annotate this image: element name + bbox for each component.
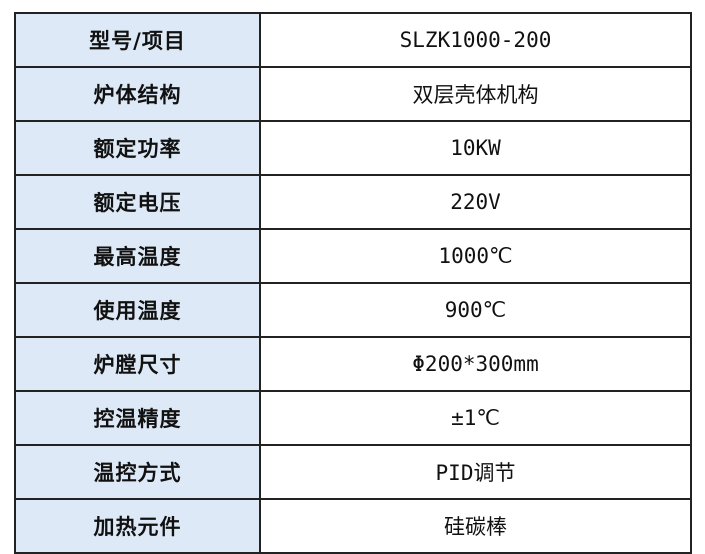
spec-label: 型号/项目 [14,12,261,68]
spec-value: Φ200*300mm [259,336,692,392]
table-row: 最高温度 1000℃ [14,228,692,284]
spec-value: 10KW [259,120,692,176]
spec-value: 双层壳体机构 [259,66,692,122]
spec-label: 温控方式 [14,444,261,500]
spec-label: 炉膛尺寸 [14,336,261,392]
spec-value: SLZK1000-200 [259,12,692,68]
spec-value: 900℃ [259,282,692,338]
table-row: 炉体结构 双层壳体机构 [14,66,692,122]
spec-label: 使用温度 [14,282,261,338]
spec-label: 控温精度 [14,390,261,446]
table-row: 额定功率 10KW [14,120,692,176]
spec-value: 1000℃ [259,228,692,284]
table-row: 型号/项目 SLZK1000-200 [14,12,692,68]
spec-value: 220V [259,174,692,230]
spec-label: 额定电压 [14,174,261,230]
table-row: 加热元件 硅碳棒 [14,498,692,554]
table-row: 炉膛尺寸 Φ200*300mm [14,336,692,392]
spec-value: PID调节 [259,444,692,500]
table-row: 控温精度 ±1℃ [14,390,692,446]
spec-table: 型号/项目 SLZK1000-200 炉体结构 双层壳体机构 额定功率 10KW 额定电压 2… [14,12,692,554]
spec-label: 加热元件 [14,498,261,554]
spec-label: 最高温度 [14,228,261,284]
spec-value: ±1℃ [259,390,692,446]
table-row: 使用温度 900℃ [14,282,692,338]
spec-value: 硅碳棒 [259,498,692,554]
spec-label: 炉体结构 [14,66,261,122]
table-row: 温控方式 PID调节 [14,444,692,500]
table-row: 额定电压 220V [14,174,692,230]
spec-label: 额定功率 [14,120,261,176]
